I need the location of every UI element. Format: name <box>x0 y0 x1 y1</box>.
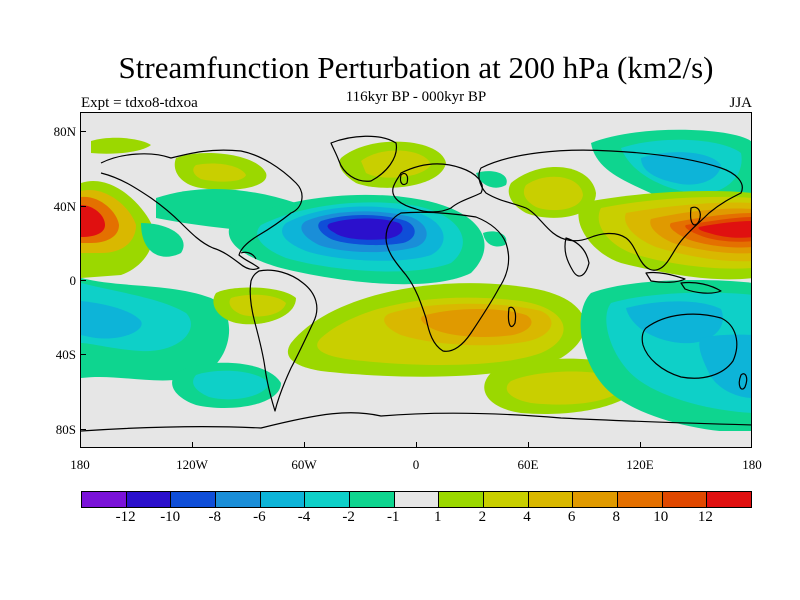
colorbar-label: 8 <box>612 509 620 525</box>
contour-east-positive <box>578 191 751 280</box>
map-canvas <box>81 113 751 447</box>
colorbar-label: 4 <box>523 509 531 525</box>
contour-south-positive <box>287 283 585 377</box>
lat-tick <box>80 206 86 207</box>
contour-west-negative <box>81 278 230 381</box>
lat-label-80n: 80N <box>53 124 76 139</box>
lon-label-60w: 60W <box>291 457 317 472</box>
map-subtitle: 116kyr BP - 000kyr BP <box>345 89 487 105</box>
lon-tick <box>304 442 305 448</box>
lat-tick <box>80 280 86 281</box>
lat-tick <box>80 429 86 430</box>
colorbar-swatch <box>484 492 529 507</box>
colorbar-swatch <box>528 492 574 507</box>
colorbar-label: -4 <box>297 509 311 525</box>
map-title: Streamfunction Perturbation at 200 hPa (… <box>118 50 714 85</box>
contour-field <box>81 113 751 447</box>
colorbar-swatch <box>573 492 619 507</box>
colorbar-swatch <box>216 492 261 507</box>
lat-label-80s: 80S <box>55 422 76 437</box>
colorbar-swatch <box>350 492 395 507</box>
colorbar-label: -8 <box>208 509 222 525</box>
coastlines <box>81 135 751 432</box>
colorbar-label: 6 <box>567 509 576 525</box>
season-label: JJA <box>729 95 752 111</box>
lon-label-120e: 120E <box>626 457 654 472</box>
colorbar-swatch <box>260 492 306 507</box>
colorbar-swatch <box>707 492 752 507</box>
colorbar-swatch <box>126 492 172 507</box>
colorbar-label: -2 <box>342 509 355 525</box>
colorbar-swatch <box>618 492 663 507</box>
lat-tick <box>80 354 86 355</box>
colorbar-label: 1 <box>434 509 442 525</box>
map-panel <box>80 112 752 448</box>
colorbar-swatch <box>171 492 217 507</box>
contour-australia-negative <box>580 280 751 433</box>
colorbar-label: 2 <box>478 509 487 525</box>
lon-label-180w: 180 <box>70 457 90 472</box>
colorbar-swatch <box>662 492 708 507</box>
lat-label-equator: 0 <box>69 273 77 288</box>
contour-west-positive <box>81 181 153 278</box>
lon-label-180e: 180 <box>742 457 762 472</box>
colorbar-swatch <box>439 492 485 507</box>
lon-label-120w: 120W <box>176 457 208 472</box>
lon-tick <box>640 442 641 448</box>
colorbar-label: -1 <box>386 509 400 525</box>
lon-tick <box>192 442 193 448</box>
colorbar <box>81 491 752 508</box>
colorbar-label: -12 <box>115 509 136 525</box>
colorbar-swatch <box>305 492 351 507</box>
colorbar-label: 12 <box>697 509 713 525</box>
lon-label-0: 0 <box>412 457 420 472</box>
colorbar-swatch <box>394 492 440 507</box>
experiment-label: Expt = tdxo8-tdxoa <box>81 95 198 111</box>
colorbar-label: -10 <box>160 509 181 525</box>
colorbar-swatch <box>82 492 127 507</box>
lon-tick <box>528 442 529 448</box>
lon-label-60e: 60E <box>517 457 539 472</box>
lon-tick <box>416 442 417 448</box>
lat-label-40s: 40S <box>55 347 76 362</box>
contour-sahara-negative <box>228 194 485 285</box>
colorbar-label: -6 <box>253 509 266 525</box>
lat-tick <box>80 131 86 132</box>
lat-label-40n: 40N <box>53 199 76 214</box>
colorbar-label: 10 <box>653 509 669 525</box>
